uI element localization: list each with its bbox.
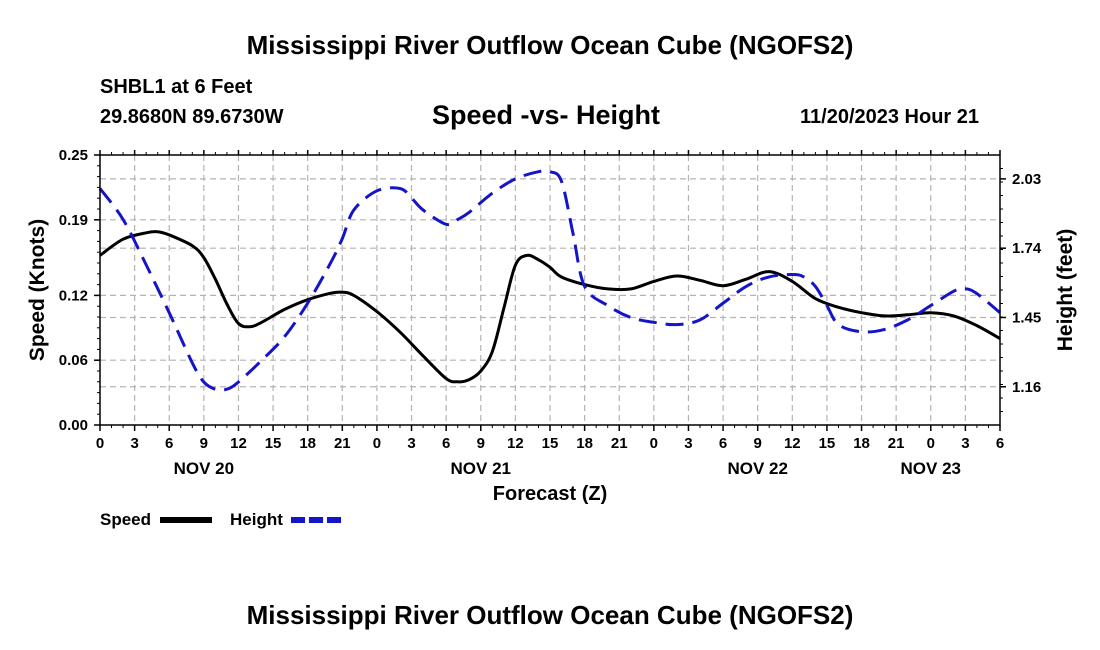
y-tick-label: 0.12 bbox=[59, 287, 88, 304]
y-tick-label: 0.25 bbox=[59, 147, 88, 164]
x-axis-label: Forecast (Z) bbox=[493, 483, 607, 505]
chart-subtitle: Speed -vs- Height bbox=[432, 100, 661, 130]
legend-label-speed: Speed bbox=[100, 510, 151, 529]
x-tick-label: 0 bbox=[927, 435, 935, 452]
x-tick-label: 0 bbox=[650, 435, 658, 452]
legend: Speed Height bbox=[100, 510, 343, 529]
x-tick-label: 18 bbox=[853, 435, 870, 452]
x-tick-label: 15 bbox=[542, 435, 559, 452]
series-lines bbox=[98, 169, 1001, 392]
x-tick-label: 12 bbox=[230, 435, 247, 452]
x-tick-label: 18 bbox=[576, 435, 593, 452]
y2-axis-label: Height (feet) bbox=[1054, 229, 1077, 352]
x-tick-label: 3 bbox=[961, 435, 969, 452]
grid-lines bbox=[100, 155, 1000, 425]
y2-tick-label: 2.03 bbox=[1012, 171, 1041, 188]
axis-ticks: 0 3 6 9 12 15 18 21 0 3 6 9 12 15 18 21 0 3 6 9 12 15 18 21 0 3 6N… bbox=[59, 147, 1042, 478]
y-tick-label: 0.06 bbox=[59, 352, 88, 369]
x-tick-label: 21 bbox=[888, 435, 905, 452]
x-tick-label: 15 bbox=[265, 435, 282, 452]
y-tick-label: 0.00 bbox=[59, 417, 88, 434]
footer-title: Mississippi River Outflow Ocean Cube (NG… bbox=[246, 600, 854, 630]
day-label: NOV 21 bbox=[451, 459, 511, 478]
x-tick-label: 3 bbox=[407, 435, 415, 452]
x-tick-label: 6 bbox=[442, 435, 450, 452]
forecast-datetime: 11/20/2023 Hour 21 bbox=[800, 106, 980, 128]
day-label: NOV 20 bbox=[174, 459, 234, 478]
x-tick-label: 3 bbox=[684, 435, 692, 452]
x-tick-label: 0 bbox=[373, 435, 381, 452]
page-title: Mississippi River Outflow Ocean Cube (NG… bbox=[246, 30, 854, 60]
y2-tick-label: 1.16 bbox=[1012, 379, 1041, 396]
x-tick-label: 9 bbox=[200, 435, 208, 452]
x-tick-label: 21 bbox=[334, 435, 351, 452]
y2-tick-label: 1.74 bbox=[1012, 240, 1042, 257]
y-axis-label: Speed (Knots) bbox=[26, 219, 49, 361]
series-line-speed bbox=[99, 230, 1001, 384]
x-tick-label: 9 bbox=[754, 435, 762, 452]
x-tick-label: 6 bbox=[165, 435, 173, 452]
x-tick-label: 15 bbox=[819, 435, 836, 452]
station-coordinates: 29.8680N 89.6730W bbox=[100, 106, 284, 128]
legend-label-height: Height bbox=[230, 510, 283, 529]
x-tick-label: 3 bbox=[130, 435, 138, 452]
x-tick-label: 6 bbox=[996, 435, 1004, 452]
station-label: SHBL1 at 6 Feet bbox=[100, 76, 253, 98]
y-tick-label: 0.19 bbox=[59, 212, 88, 229]
day-label: NOV 22 bbox=[727, 459, 787, 478]
x-tick-label: 0 bbox=[96, 435, 104, 452]
y2-tick-label: 1.45 bbox=[1012, 309, 1041, 326]
x-tick-label: 18 bbox=[299, 435, 316, 452]
day-label: NOV 23 bbox=[901, 459, 961, 478]
x-tick-label: 12 bbox=[507, 435, 524, 452]
x-tick-label: 12 bbox=[784, 435, 801, 452]
x-tick-label: 21 bbox=[611, 435, 628, 452]
x-tick-label: 6 bbox=[719, 435, 727, 452]
x-tick-label: 9 bbox=[477, 435, 485, 452]
